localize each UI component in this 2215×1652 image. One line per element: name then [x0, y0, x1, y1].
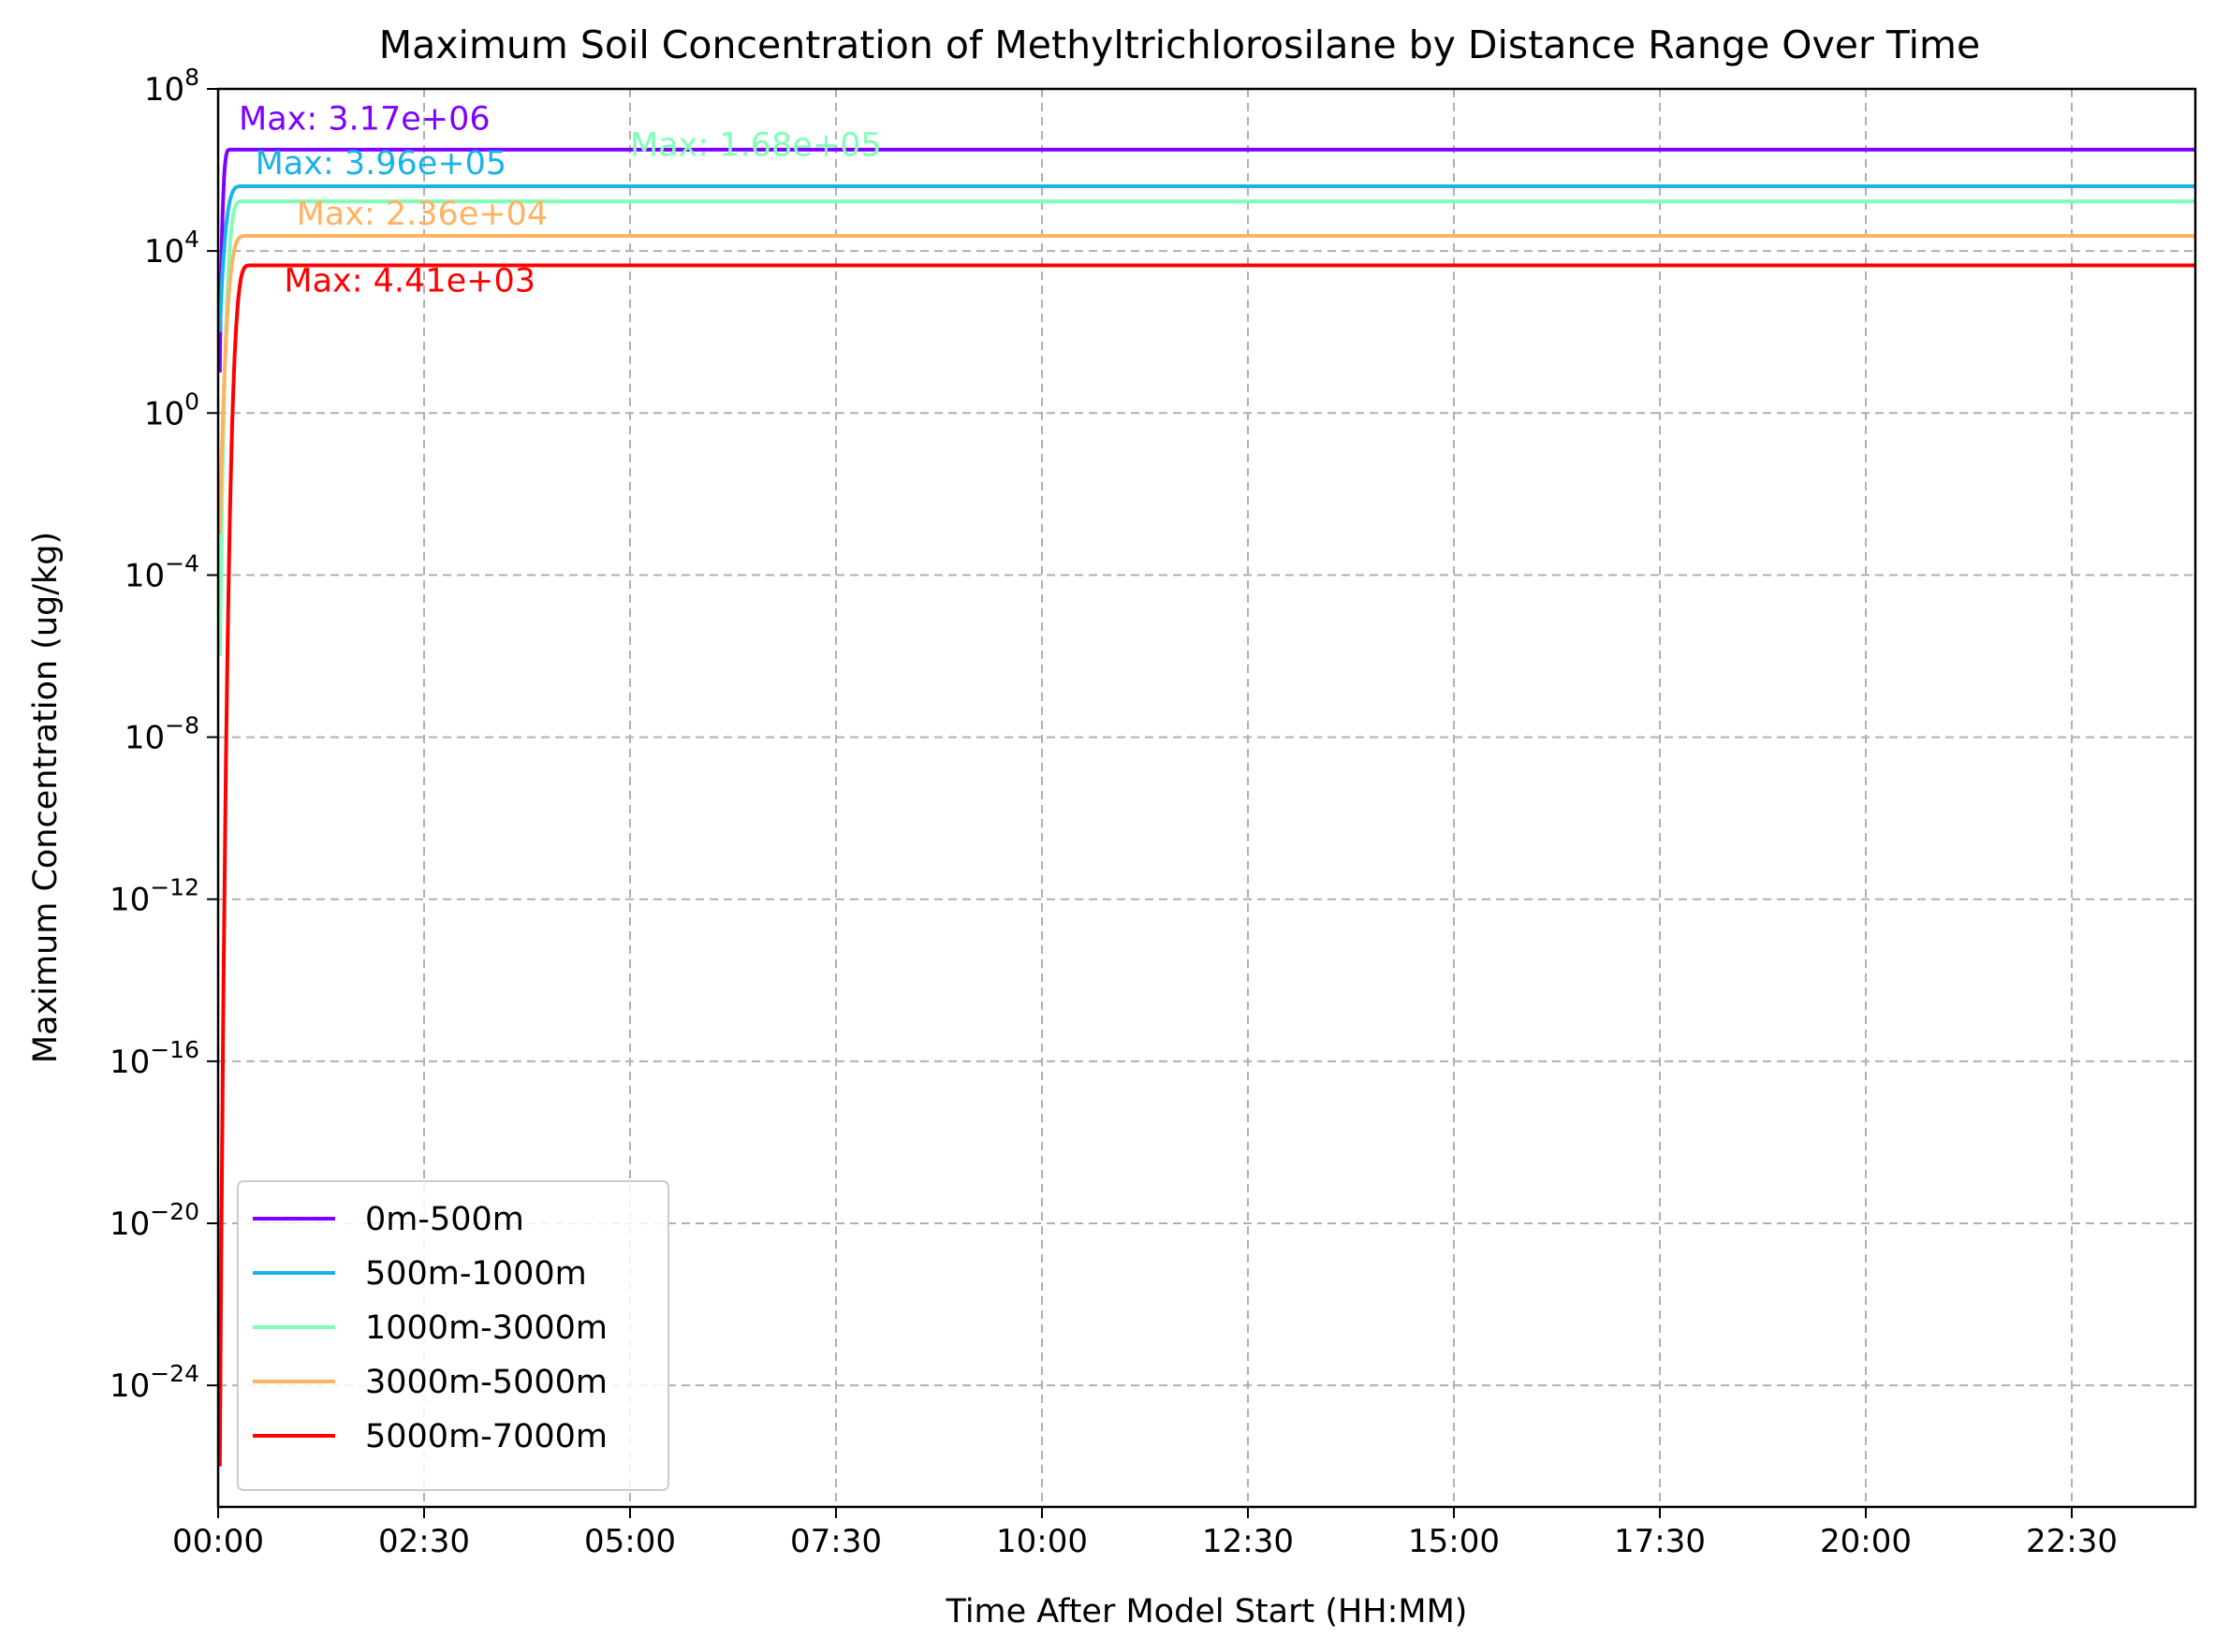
series-line — [217, 147, 2195, 373]
x-tick-label: 02:30 — [378, 1523, 470, 1560]
legend-frame — [237, 1180, 669, 1491]
x-tick-label: 05:00 — [584, 1523, 676, 1560]
y-tick-label: 10−4 — [125, 549, 199, 594]
legend-entry-label: 1000m-3000m — [365, 1309, 608, 1347]
x-tick-label: 17:30 — [1614, 1523, 1706, 1560]
legend-entry-label: 500m-1000m — [365, 1255, 587, 1293]
legend: 0m-500m 500m-1000m 1000m-3000m 3000m-5000m 5… — [237, 1180, 669, 1491]
x-tick-label: 15:00 — [1408, 1523, 1500, 1560]
y-tick-label: 10−16 — [110, 1036, 199, 1081]
series-line — [217, 263, 2195, 1467]
x-axis-ticks: 00:00 02:30 05:00 07:30 10:00 12:30 15:00 17:30… — [172, 1507, 2118, 1560]
legend-entry-label: 5000m-7000m — [365, 1418, 608, 1455]
max-annotation: Max: 2.36e+04 — [297, 196, 549, 233]
plot-area-frame — [216, 87, 2197, 1509]
max-annotation: Max: 3.96e+05 — [256, 145, 507, 183]
x-axis-label: Time After Model Start (HH:MM) — [946, 1593, 1468, 1630]
x-tick-label: 12:30 — [1202, 1523, 1294, 1560]
y-tick-label: 104 — [144, 226, 199, 270]
x-tick-label: 07:30 — [790, 1523, 882, 1560]
y-tick-label: 108 — [144, 64, 199, 109]
max-annotation: Max: 1.68e+05 — [630, 127, 882, 165]
y-axis-ticks: 108 104 100 10−4 10−8 10−12 10−16 10−20 10−24 — [110, 64, 218, 1405]
y-axis-label: Maximum Concentration (ug/kg) — [27, 532, 65, 1063]
x-tick-label: 22:30 — [2026, 1523, 2118, 1560]
series-line — [217, 234, 2195, 535]
x-tick-label: 00:00 — [172, 1523, 264, 1560]
y-tick-label: 10−20 — [110, 1198, 199, 1243]
y-tick-label: 100 — [144, 387, 199, 432]
series-line — [217, 184, 2195, 332]
max-annotation: Max: 3.17e+06 — [239, 100, 491, 138]
y-tick-label: 10−24 — [110, 1360, 199, 1405]
max-annotation: Max: 4.41e+03 — [284, 262, 535, 300]
y-tick-label: 10−12 — [110, 874, 199, 919]
grid — [218, 88, 2195, 1507]
legend-entry-label: 0m-500m — [365, 1201, 524, 1238]
series-lines — [217, 147, 2195, 1467]
legend-entry-label: 3000m-5000m — [365, 1364, 608, 1401]
y-tick-label: 10−8 — [125, 712, 199, 757]
x-tick-label: 10:00 — [996, 1523, 1088, 1560]
max-annotations: Max: 3.17e+06 Max: 3.96e+05 Max: 1.68e+05 M… — [239, 100, 882, 300]
x-tick-label: 20:00 — [1820, 1523, 1912, 1560]
chart-title: Maximum Soil Concentration of Methyltric… — [379, 22, 1980, 67]
